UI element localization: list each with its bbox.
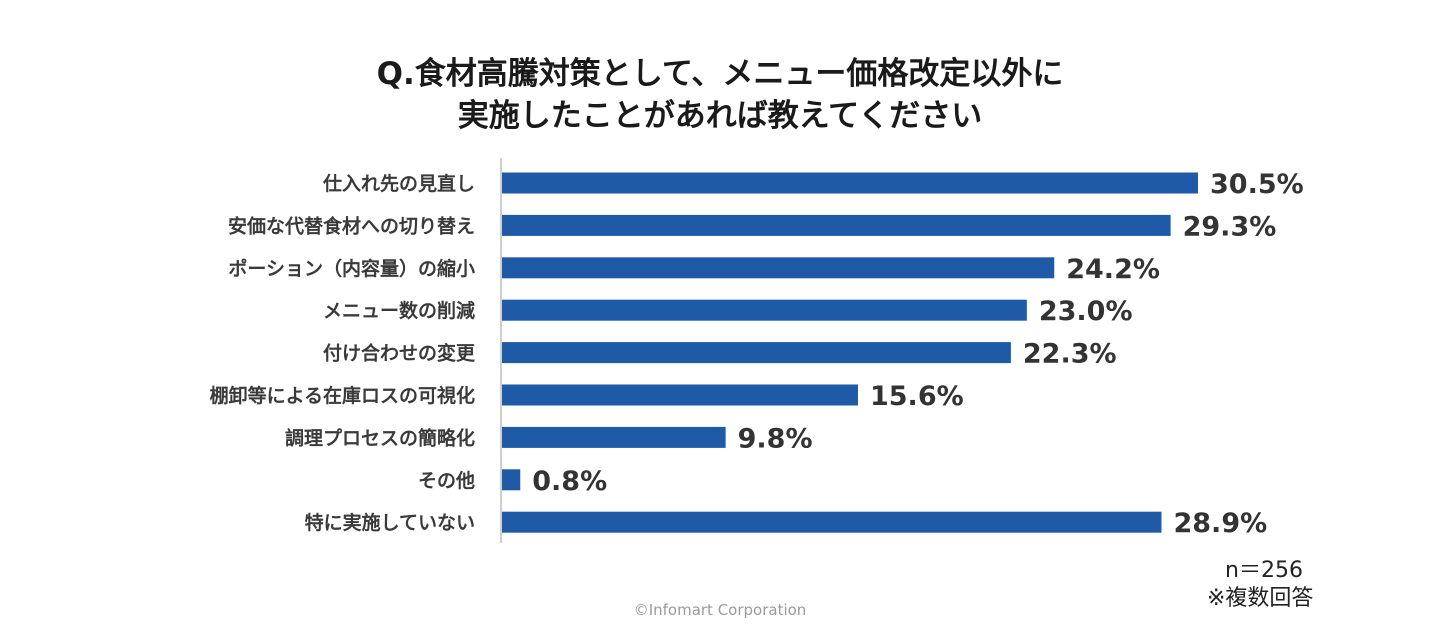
data-label: 15.6% — [870, 381, 964, 412]
bar — [502, 426, 726, 448]
bar — [502, 257, 1055, 279]
bar — [502, 511, 1162, 533]
category-label: 安価な代替食材への切り替え — [228, 214, 475, 237]
bar — [502, 469, 521, 491]
category-label: その他 — [418, 469, 475, 492]
data-label: 29.3% — [1183, 211, 1277, 242]
copyright-credit: ©Infomart Corporation — [633, 601, 807, 619]
bar — [502, 214, 1171, 236]
data-label: 0.8% — [532, 466, 607, 497]
category-label: 付け合わせの変更 — [323, 342, 476, 365]
category-label: 調理プロセスの簡略化 — [285, 426, 475, 449]
bar — [502, 172, 1198, 194]
chart-title-line-2: 実施したことがあれば教えてください — [457, 98, 983, 134]
data-label: 30.5% — [1210, 169, 1304, 200]
data-label: 9.8% — [738, 423, 813, 454]
bar — [502, 384, 858, 406]
bar — [502, 299, 1027, 321]
data-label: 23.0% — [1039, 296, 1133, 327]
chart-title-line-1: Q.食材高騰対策として、メニュー価格改定以外に — [376, 56, 1064, 92]
category-label: 仕入れ先の見直し — [322, 172, 475, 195]
data-label: 24.2% — [1066, 254, 1160, 285]
multiple-answers-note: ※複数回答 — [1207, 586, 1314, 611]
data-label: 22.3% — [1023, 339, 1117, 370]
data-label: 28.9% — [1173, 508, 1267, 539]
category-label: ポーション（内容量）の縮小 — [228, 257, 475, 280]
category-label: 棚卸等による在庫ロスの可視化 — [210, 384, 475, 407]
category-label: 特に実施していない — [305, 511, 475, 534]
sample-size-note: n＝256 — [1225, 558, 1303, 583]
category-label: メニュー数の削減 — [323, 299, 475, 322]
bar — [502, 342, 1011, 364]
